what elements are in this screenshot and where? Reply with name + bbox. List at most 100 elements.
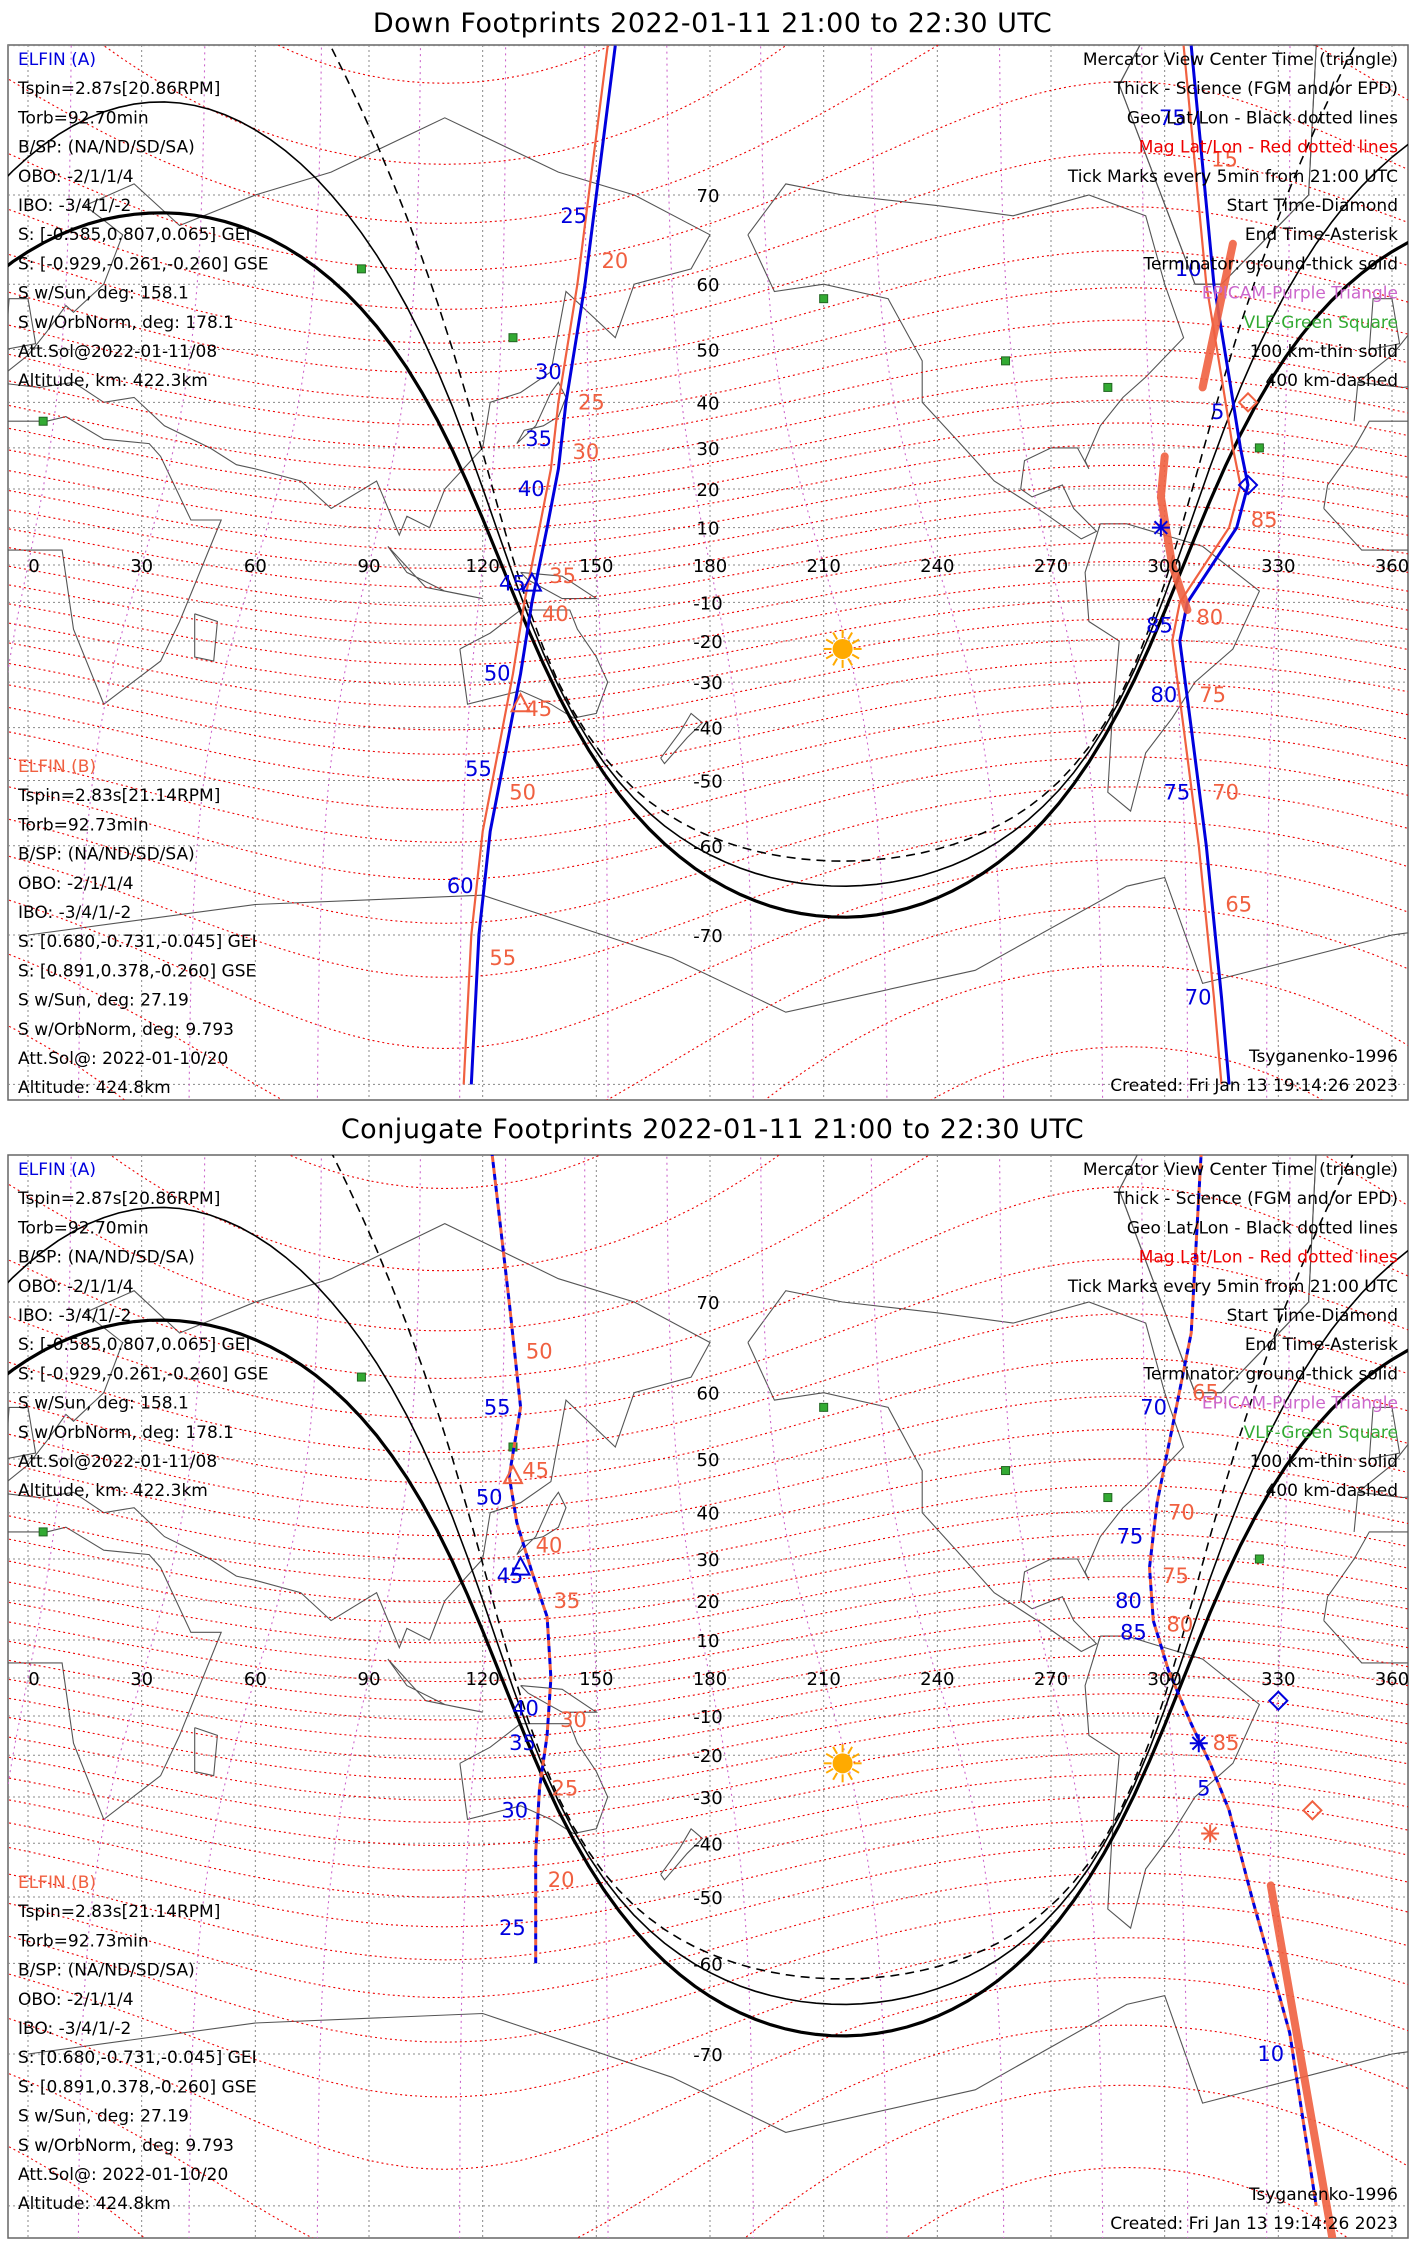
track-time-label: 75 (1164, 780, 1191, 804)
mag-lat-line (8, 287, 1408, 401)
mag-lat-line (930, 1046, 1324, 1100)
terminator (8, 1155, 1408, 2038)
track-time-label: 85 (1120, 1620, 1147, 1644)
track-time-label: 30 (535, 360, 562, 384)
elfin-a-info: IBO: -3/4/1/-2 (18, 1306, 131, 1326)
elfin-b-info: Att.Sol@: 2022-01-10/20 (18, 1049, 228, 1069)
coastline (747, 1290, 1185, 1653)
lon-tick-label: 30 (130, 1669, 153, 1690)
track-time-label: 30 (572, 440, 599, 464)
elfin-a-info: S w/Sun, deg: 158.1 (18, 284, 189, 304)
coastline (27, 1994, 1393, 2133)
track-time-label: 60 (447, 874, 474, 898)
terminator-100km (8, 101, 1408, 888)
mag-lat-line (8, 1509, 1408, 1604)
legend-entry: EPICAM-Purple Triangle (1202, 1394, 1398, 1414)
track-time-label: 55 (465, 757, 492, 781)
mag-lat-line (8, 319, 1408, 426)
down-footprints-map: 25 30 35 40 45 50 55 60 20 25 30 35 40 45 50 55 75 10 5 85 8… (7, 44, 1409, 1101)
lon-tick-label: 90 (358, 556, 381, 577)
mag-lat-line (8, 1357, 1408, 1484)
lon-tick-label: 90 (358, 1669, 381, 1690)
lat-tick-label: 40 (697, 393, 720, 414)
lon-tick-label: 210 (806, 1669, 840, 1690)
legend-entry: 100 km-thin solid (1250, 342, 1398, 362)
elfin-b-info: S: [0.680,-0.731,-0.045] GEI (18, 932, 257, 952)
lat-tick-label: 10 (697, 1631, 720, 1652)
asterisk-stroke (1153, 520, 1168, 535)
mag-lat-line (8, 1819, 1408, 1928)
track-time-label: 85 (1146, 613, 1173, 637)
mag-lat-line (8, 422, 1408, 512)
mag-lat-line (8, 2024, 1408, 2238)
elfin-a-info: OBO: -2/1/1/4 (18, 167, 134, 187)
mag-meridian (760, 1155, 888, 2238)
track-time-label: 35 (509, 1731, 536, 1755)
legend-entry: Terminator: ground-thick solid (1142, 1364, 1398, 1384)
elfin-a-start-diamond (1267, 1690, 1289, 1712)
elfin-a-info: S w/OrbNorm, deg: 178.1 (18, 1423, 234, 1443)
mag-lat-line (8, 1395, 1408, 1511)
elfin-a-info: IBO: -3/4/1/-2 (18, 196, 131, 216)
elfin-a-info: Torb=92.70min (17, 1218, 149, 1238)
legend-entry: Tick Marks every 5min from 21:00 UTC (1067, 1277, 1398, 1297)
mag-lat-line (9, 1732, 1408, 1823)
elfin-a-info: Torb=92.70min (17, 108, 149, 128)
created-label: Created: Fri Jan 13 19:14:26 2023 (1110, 2214, 1398, 2234)
elfin-b-track (462, 45, 609, 1085)
lat-tick-label: 20 (697, 480, 720, 501)
elfin-a-info: Tspin=2.87s[20.86RPM] (17, 1189, 220, 1209)
lat-tick-label: -20 (693, 632, 722, 653)
mag-lat-line (8, 1186, 1408, 1380)
elfin-a-track (1178, 45, 1250, 1085)
elfin-b-science-segment (1266, 1881, 1337, 2238)
vlf-station-square (356, 264, 366, 274)
legend-entry: Mag Lat/Lon - Red dotted lines (1139, 1248, 1398, 1268)
elfin-a-start-diamond (1237, 474, 1259, 496)
vlf-station-square (1254, 1554, 1264, 1564)
track-time-label: 35 (525, 427, 552, 451)
coastline (1118, 1155, 1317, 1394)
track-time-label: 70 (1212, 780, 1239, 804)
coastline (8, 1406, 37, 1460)
elfin-b-info: S w/OrbNorm, deg: 9.793 (18, 1020, 234, 1040)
sun-ray (832, 631, 838, 640)
mag-lat-line (8, 375, 1408, 471)
elfin-b-science-segment (1156, 452, 1192, 614)
lat-tick-label: 10 (697, 519, 720, 540)
elfin-b-info: IBO: -3/4/1/-2 (18, 903, 131, 923)
coastline (8, 416, 223, 706)
mag-meridian (8, 1155, 72, 1789)
lon-tick-label: 270 (1034, 1669, 1068, 1690)
lon-tick-label: 360 (1375, 556, 1409, 577)
model-label: Tsyganenko-1996 (1248, 1047, 1398, 1067)
terminator-100km (8, 1206, 1408, 2006)
lon-tick-label: 120 (465, 556, 499, 577)
lon-tick-label: 150 (579, 1669, 613, 1690)
coastline (1368, 298, 1401, 351)
lon-tick-label: 270 (1034, 556, 1068, 577)
elfin-a-info: Altitude, km: 422.3km (18, 1481, 208, 1501)
track-time-label: 25 (552, 1776, 579, 1800)
elfin-b-end-asterisk (1201, 1824, 1220, 1843)
sun-ray (847, 631, 853, 640)
lat-tick-label: 30 (697, 1550, 720, 1571)
track-time-label: 75 (1159, 106, 1186, 130)
mag-meridian (998, 45, 1104, 1100)
lat-tick-label: -20 (693, 1746, 722, 1767)
geo-grid (8, 1155, 1408, 2238)
mag-lat-line (8, 906, 1408, 1100)
coastline (8, 1222, 711, 1650)
lon-tick-label: 60 (244, 1669, 267, 1690)
tracks (490, 1155, 1337, 2238)
coastline (747, 183, 1185, 540)
lon-tick-label: 240 (920, 1669, 954, 1690)
model-label: Tsyganenko-1996 (1248, 2185, 1398, 2205)
legend-entry: Thick - Science (FGM and/or EPD) (1113, 79, 1398, 99)
track-time-label: 75 (1162, 1564, 1189, 1588)
mag-lat-line (8, 1845, 1408, 1961)
elfin-a-center-triangle (521, 571, 543, 592)
elfin-a-track (469, 45, 617, 1085)
elfin-a-track (1147, 1155, 1318, 2207)
legend-entry: Thick - Science (FGM and/or EPD) (1113, 1189, 1398, 1209)
